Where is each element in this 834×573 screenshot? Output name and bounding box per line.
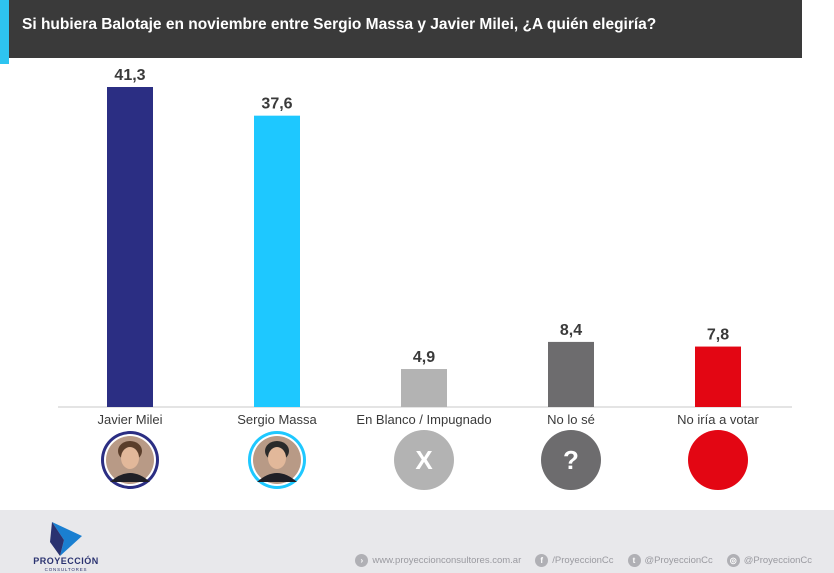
- sergio-massa-photo-icon-face: [268, 447, 286, 469]
- chart-title: Si hubiera Balotaje en noviembre entre S…: [22, 16, 657, 33]
- facebook-text: /ProyeccionCc: [552, 555, 614, 566]
- instagram-link[interactable]: ◎ @ProyeccionCc: [726, 554, 812, 567]
- x-icon: [394, 430, 454, 490]
- bar-4: [695, 346, 741, 407]
- bar-value-label: 37,6: [261, 96, 292, 113]
- bar-3: [548, 341, 594, 407]
- question-icon: [541, 430, 601, 490]
- category-label: Javier Milei: [97, 412, 162, 427]
- category-label: Sergio Massa: [237, 412, 317, 427]
- question-icon-glyph: ?: [563, 445, 579, 475]
- logo-arrow-icon: [50, 522, 82, 556]
- bar-1: [254, 115, 300, 408]
- instagram-text: @ProyeccionCc: [743, 555, 812, 566]
- twitter-icon: t: [627, 554, 641, 567]
- website-link[interactable]: › www.proyeccionconsultores.com.ar: [355, 554, 521, 567]
- bar-value-label: 41,3: [114, 67, 145, 84]
- proyeccion-logo: PROYECCIÓN CONSULTORES: [30, 520, 102, 572]
- website-text: www.proyeccionconsultores.com.ar: [372, 555, 522, 566]
- title-accent: [0, 0, 9, 64]
- facebook-link[interactable]: f /ProyeccionCc: [535, 554, 614, 567]
- bar-value-label: 7,8: [707, 327, 729, 344]
- social-links: › www.proyeccionconsultores.com.ar f /Pr…: [355, 554, 812, 567]
- twitter-text: @ProyeccionCc: [644, 555, 713, 566]
- bar-value-label: 8,4: [560, 322, 582, 339]
- arrow-right-icon: ›: [355, 554, 369, 567]
- logo-brand-sub: CONSULTORES: [44, 567, 88, 572]
- category-label: No iría a votar: [677, 412, 759, 427]
- javier-milei-photo-icon-suit: [110, 473, 150, 482]
- red-circle-icon: [688, 430, 748, 490]
- title-bar: [0, 0, 802, 58]
- bar-value-label: 4,9: [413, 349, 435, 366]
- bar-0: [107, 87, 153, 407]
- x-icon-glyph: X: [415, 445, 433, 475]
- instagram-icon: ◎: [726, 554, 740, 567]
- facebook-icon: f: [535, 554, 549, 567]
- bar-2: [401, 369, 447, 407]
- category-label: En Blanco / Impugnado: [356, 412, 491, 427]
- twitter-link[interactable]: t @ProyeccionCc: [627, 554, 713, 567]
- javier-milei-photo-icon-face: [121, 447, 139, 469]
- category-label: No lo sé: [547, 412, 595, 427]
- logo-brand-name: PROYECCIÓN: [33, 556, 99, 566]
- footer: PROYECCIÓN CONSULTORES › www.proyeccionc…: [0, 510, 834, 573]
- bar-chart: 41,3 Javier Milei 37,6 Sergio Massa 4,9 En Bl…: [58, 67, 792, 490]
- sergio-massa-photo-icon-suit: [257, 473, 297, 482]
